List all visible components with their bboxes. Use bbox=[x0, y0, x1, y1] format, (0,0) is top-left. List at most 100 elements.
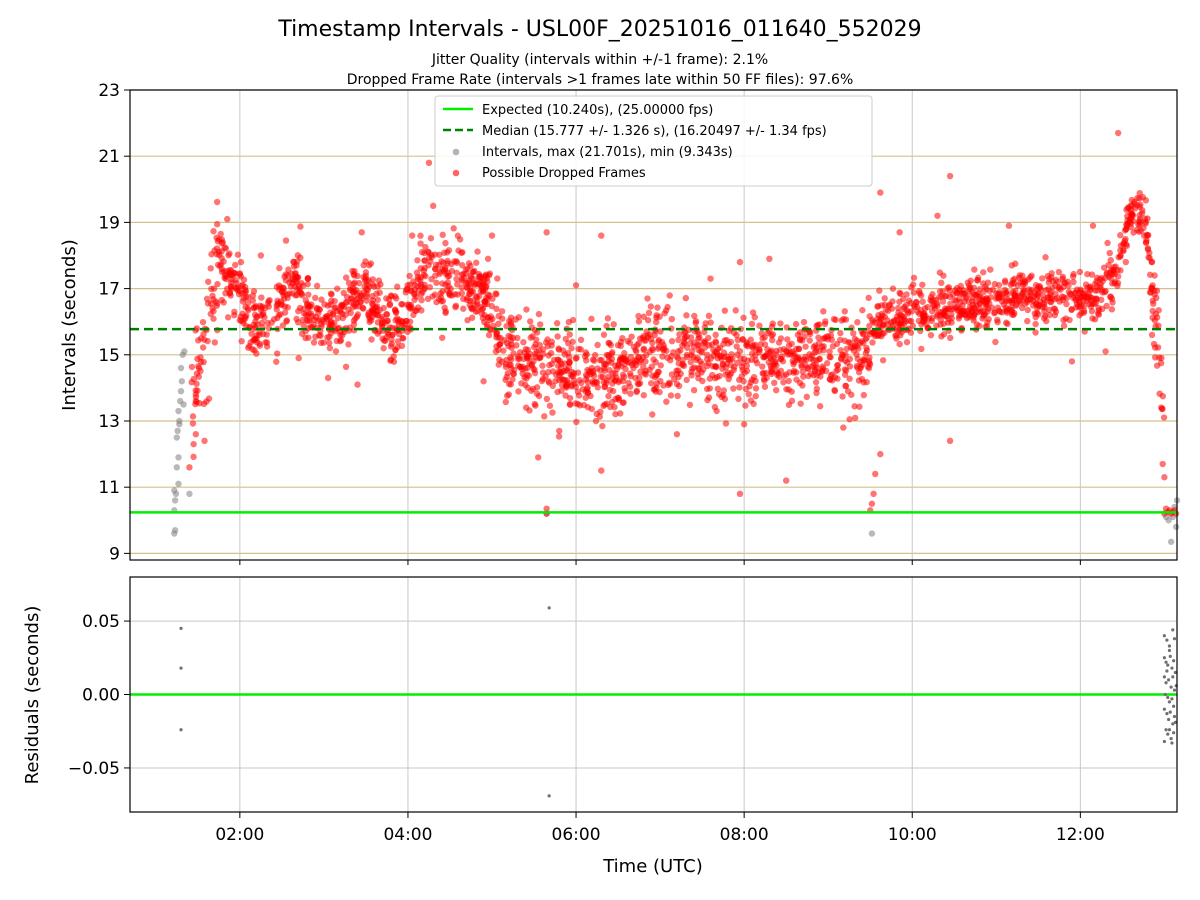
interval-point bbox=[171, 497, 179, 504]
dropped-frame-point bbox=[1114, 129, 1122, 137]
dropped-frame-point bbox=[383, 310, 390, 318]
dropped-frame-point bbox=[525, 372, 533, 379]
dropped-frame-point bbox=[427, 235, 435, 242]
dropped-frame-point bbox=[840, 424, 847, 431]
dropped-frame-point bbox=[478, 283, 486, 290]
dropped-frame-point bbox=[627, 390, 634, 397]
dropped-frame-point bbox=[963, 314, 971, 322]
dropped-frame-point bbox=[554, 388, 561, 396]
residual-point bbox=[1167, 648, 1172, 653]
dropped-frame-point bbox=[604, 315, 612, 322]
dropped-frame-point bbox=[690, 387, 698, 394]
dropped-frame-point bbox=[493, 331, 500, 338]
dropped-frame-point bbox=[666, 292, 673, 299]
dropped-frame-point bbox=[555, 346, 563, 353]
dropped-frame-point bbox=[910, 274, 918, 281]
dropped-frame-point bbox=[870, 490, 877, 498]
dropped-frame-point bbox=[657, 362, 664, 369]
dropped-frame-point bbox=[326, 344, 334, 352]
dropped-frame-point bbox=[438, 258, 445, 265]
dropped-frame-point bbox=[736, 384, 743, 391]
dropped-frame-point bbox=[588, 315, 595, 323]
dropped-frame-point bbox=[459, 262, 466, 269]
dropped-frame-point bbox=[354, 381, 361, 388]
dropped-frame-point bbox=[694, 354, 701, 362]
dropped-frame-point bbox=[532, 341, 539, 348]
dropped-frame-point bbox=[1155, 322, 1162, 329]
dropped-frame-point bbox=[566, 331, 573, 338]
dropped-frame-point bbox=[453, 269, 460, 276]
dropped-frame-point bbox=[734, 336, 742, 344]
dropped-frame-point bbox=[1117, 267, 1124, 274]
dropped-frame-point bbox=[660, 382, 667, 389]
dropped-frame-point bbox=[788, 388, 795, 395]
dropped-frame-point bbox=[201, 336, 208, 343]
dropped-frame-point bbox=[683, 351, 691, 359]
dropped-frame-point bbox=[410, 278, 417, 285]
interval-point bbox=[174, 427, 181, 435]
dropped-frame-point bbox=[188, 363, 196, 371]
dropped-frame-point bbox=[368, 314, 376, 321]
dropped-frame-point bbox=[591, 357, 598, 364]
dropped-frame-point bbox=[394, 338, 402, 345]
dropped-frame-point bbox=[305, 291, 312, 298]
intervals-y-tick-label: 13 bbox=[98, 412, 120, 432]
dropped-frame-point bbox=[982, 299, 989, 307]
dropped-frame-point bbox=[918, 345, 925, 353]
dropped-frame-point bbox=[658, 339, 666, 346]
dropped-frame-point bbox=[831, 387, 839, 395]
dropped-frame-point bbox=[446, 272, 453, 280]
dropped-frame-point bbox=[668, 315, 676, 323]
dropped-frame-point bbox=[766, 349, 773, 356]
dropped-frame-point bbox=[1106, 269, 1113, 277]
dropped-frame-point bbox=[1136, 212, 1143, 219]
dropped-frame-point bbox=[1060, 316, 1067, 324]
dropped-frame-point bbox=[863, 378, 870, 386]
residual-point bbox=[1166, 732, 1170, 736]
dropped-frame-point bbox=[1046, 311, 1053, 319]
residual-point bbox=[1162, 656, 1166, 660]
dropped-frame-point bbox=[503, 323, 510, 330]
residuals-panel: −0.05 0.00 0.05 02:00 04:00 06:00 08:00 10:00 1… bbox=[22, 576, 1178, 877]
dropped-frame-point bbox=[998, 292, 1006, 299]
dropped-frame-point bbox=[879, 357, 887, 364]
dropped-frame-point bbox=[293, 278, 301, 285]
dropped-frame-point bbox=[777, 346, 784, 354]
dropped-frame-point bbox=[591, 351, 599, 359]
dropped-frame-point bbox=[487, 326, 495, 334]
dropped-frame-point bbox=[238, 337, 245, 345]
dropped-frame-point bbox=[759, 370, 766, 377]
dropped-frame-point bbox=[296, 288, 303, 295]
dropped-frame-point bbox=[738, 373, 745, 380]
dropped-frame-point bbox=[453, 275, 460, 283]
dropped-frame-point bbox=[331, 297, 338, 305]
dropped-frame-point bbox=[418, 307, 425, 314]
dropped-frame-point bbox=[483, 321, 491, 328]
dropped-frame-point bbox=[1006, 306, 1013, 313]
dropped-frame-point bbox=[1139, 207, 1146, 214]
residual-point bbox=[1172, 637, 1177, 641]
dropped-frame-point bbox=[627, 370, 634, 377]
dropped-frame-point bbox=[1148, 331, 1156, 339]
dropped-frame-point bbox=[626, 339, 634, 346]
dropped-frame-point bbox=[959, 290, 967, 298]
dropped-frame-point bbox=[905, 308, 912, 315]
intervals-axes-frame bbox=[129, 89, 1178, 561]
dropped-frame-point bbox=[239, 281, 246, 289]
dropped-frame-point bbox=[675, 336, 682, 344]
dropped-frame-point bbox=[594, 384, 601, 391]
intervals-y-tick-label: 15 bbox=[98, 346, 120, 366]
dropped-frame-point bbox=[1099, 305, 1106, 313]
dropped-frame-point bbox=[663, 398, 670, 405]
dropped-frame-point bbox=[667, 392, 675, 399]
dropped-frame-point bbox=[598, 467, 605, 474]
dropped-frame-point bbox=[529, 385, 537, 393]
dropped-frame-point bbox=[676, 331, 683, 338]
dropped-frame-point bbox=[522, 404, 530, 411]
dropped-frame-point bbox=[539, 369, 547, 376]
dropped-frame-point bbox=[545, 378, 552, 385]
dropped-frame-point bbox=[758, 330, 765, 337]
dropped-frame-point bbox=[1136, 195, 1143, 202]
dropped-frame-point bbox=[439, 280, 446, 287]
dropped-frame-point bbox=[458, 284, 465, 291]
